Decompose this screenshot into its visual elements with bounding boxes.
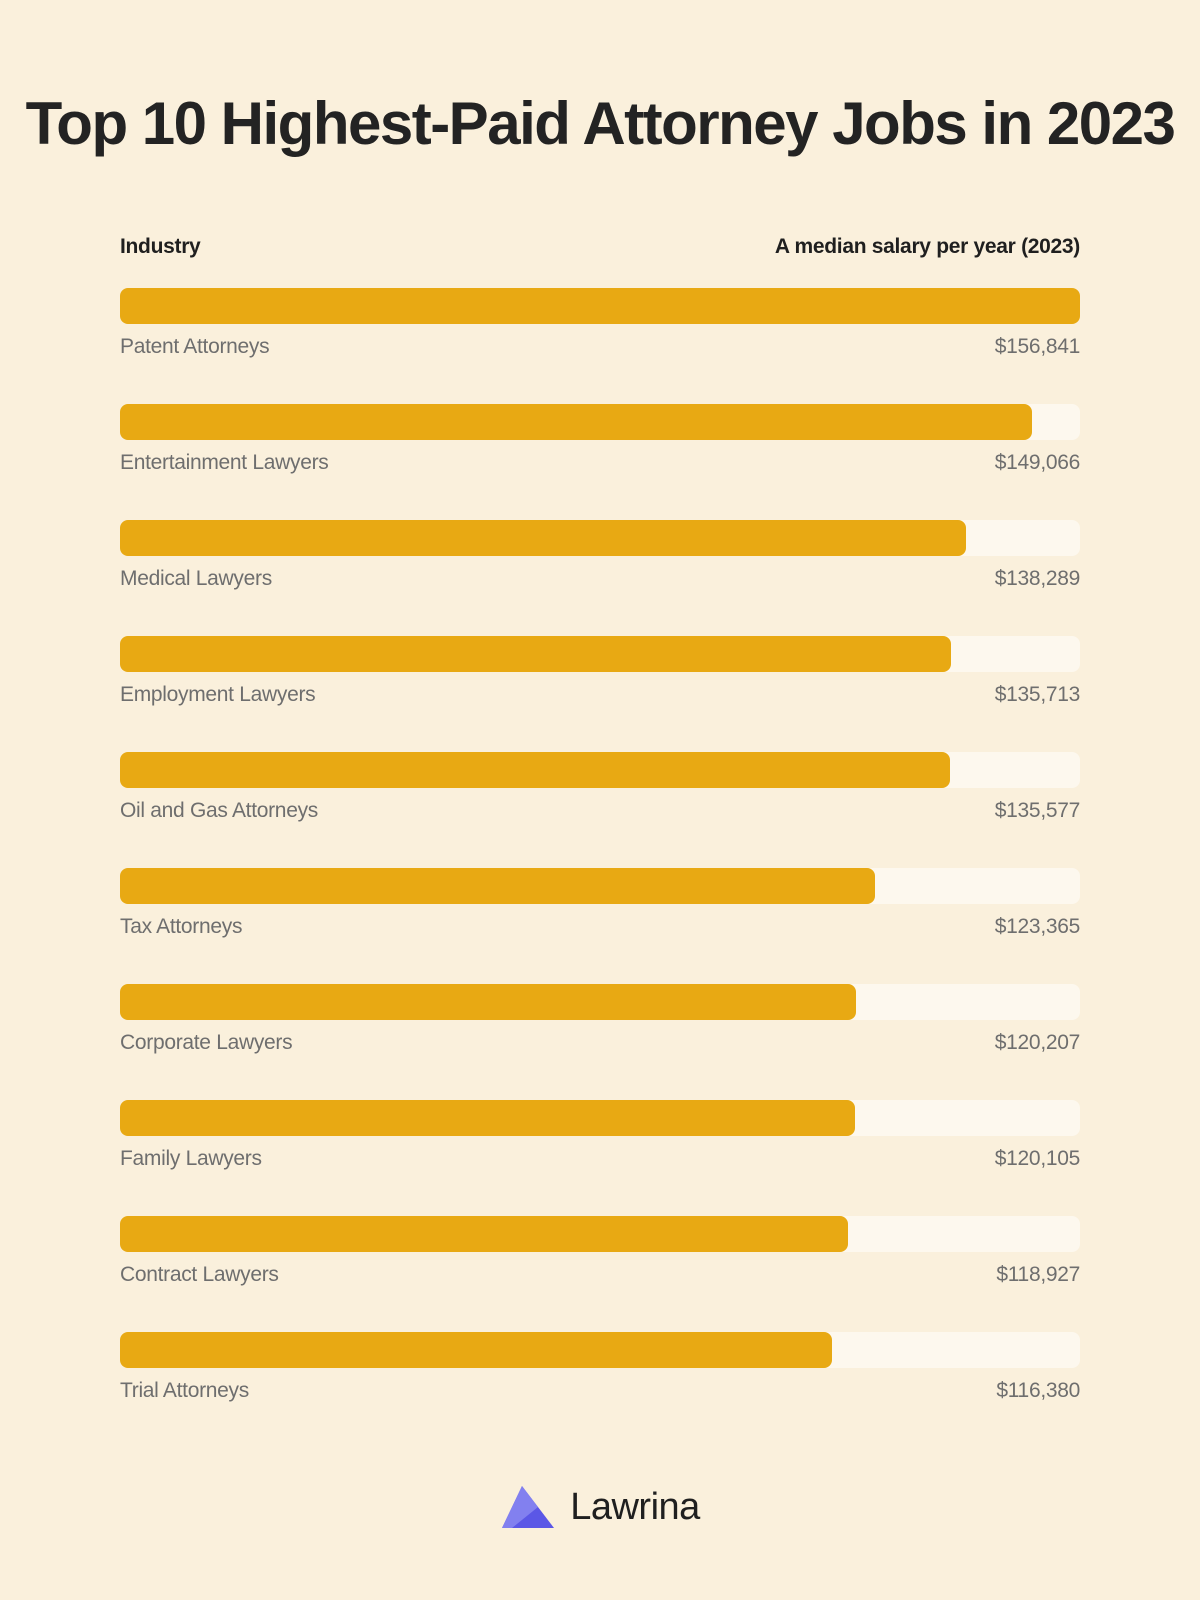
category-label: Medical Lawyers [120, 567, 272, 590]
value-label: $118,927 [996, 1263, 1080, 1286]
bar [120, 404, 1033, 440]
bar [120, 1332, 833, 1368]
value-label: $120,207 [994, 1031, 1081, 1054]
bar-row: Oil and Gas Attorneys $135,577 [120, 752, 1080, 842]
value-label: $149,066 [994, 451, 1081, 474]
logo-text: Lawrina [570, 1485, 700, 1528]
bar-row: Corporate Lawyers $120,207 [120, 984, 1080, 1074]
bar-row: Entertainment Lawyers $149,066 [120, 404, 1080, 494]
value-label: $116,380 [996, 1379, 1080, 1402]
value-label: $138,289 [994, 567, 1081, 590]
bar-row: Tax Attorneys $123,365 [120, 868, 1080, 958]
value-label: $120,105 [994, 1147, 1081, 1170]
bar [120, 520, 967, 556]
value-label: $135,577 [994, 799, 1081, 822]
bar [120, 868, 876, 904]
value-label: $135,713 [994, 683, 1081, 706]
bar-row: Employment Lawyers $135,713 [120, 636, 1080, 726]
category-label: Entertainment Lawyers [120, 451, 329, 474]
chart-title: Top 10 Highest-Paid Attorney Jobs in 202… [25, 90, 1176, 157]
bar-row: Family Lawyers $120,105 [120, 1100, 1080, 1190]
lawrina-logo-icon [502, 1486, 555, 1528]
category-label: Corporate Lawyers [120, 1031, 293, 1054]
salary-column-header: A median salary per year (2023) [774, 235, 1080, 258]
category-label: Family Lawyers [120, 1147, 262, 1170]
bar-row: Trial Attorneys $116,380 [120, 1332, 1080, 1422]
bar [120, 636, 951, 672]
category-label: Contract Lawyers [120, 1263, 279, 1286]
bar-row: Contract Lawyers $118,927 [120, 1216, 1080, 1306]
bar-row: Patent Attorneys $156,841 [120, 288, 1080, 378]
industry-column-header: Industry [120, 235, 201, 258]
category-label: Oil and Gas Attorneys [120, 799, 318, 822]
bar [120, 1216, 848, 1252]
brand-logo: Lawrina [0, 1482, 1200, 1532]
bar [120, 752, 950, 788]
category-label: Patent Attorneys [120, 335, 270, 358]
value-label: $156,841 [994, 335, 1081, 358]
bar-row: Medical Lawyers $138,289 [120, 520, 1080, 610]
bar [120, 984, 856, 1020]
value-label: $123,365 [994, 915, 1081, 938]
bar [120, 288, 1080, 324]
bar [120, 1100, 856, 1136]
category-label: Tax Attorneys [120, 915, 243, 938]
category-label: Employment Lawyers [120, 683, 316, 706]
category-label: Trial Attorneys [120, 1379, 249, 1402]
